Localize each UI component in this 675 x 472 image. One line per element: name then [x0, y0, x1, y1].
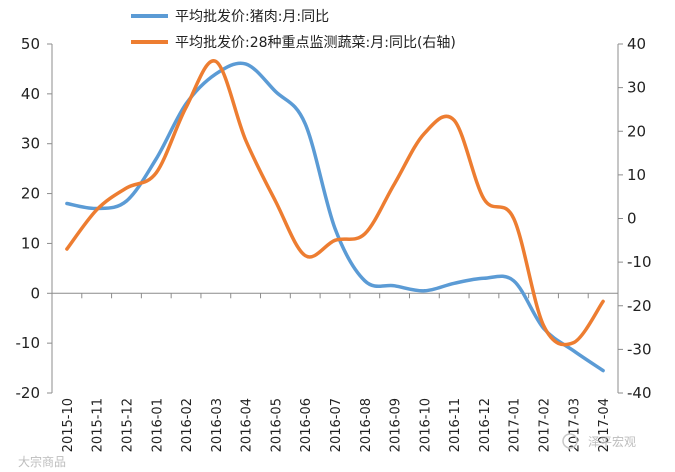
- x-tick-label-3: 2016-01: [150, 398, 165, 452]
- right-y-tick-label-8: 40: [627, 35, 646, 53]
- legend-label-1: 平均批发价:28种重点监测蔬菜:月:同比(右轴): [175, 35, 456, 51]
- x-tick-label-10: 2016-08: [359, 398, 374, 452]
- left-y-tick-label-2: 0: [30, 284, 40, 302]
- left-y-tick-label-3: 10: [21, 234, 40, 252]
- x-tick-label-18: 2017-04: [597, 398, 612, 452]
- x-tick-label-4: 2016-02: [180, 398, 195, 452]
- x-tick-label-13: 2016-11: [448, 398, 463, 452]
- x-tick-label-1: 2015-11: [91, 398, 106, 452]
- right-y-tick-label-6: 20: [627, 122, 646, 140]
- x-tick-label-7: 2016-05: [269, 398, 284, 452]
- right-y-tick-label-1: -30: [627, 340, 652, 358]
- x-tick-label-0: 2015-10: [61, 398, 76, 452]
- left-y-tick-label-7: 50: [21, 35, 40, 53]
- x-tick-label-16: 2017-02: [538, 398, 553, 452]
- x-tick-label-14: 2016-12: [478, 398, 493, 452]
- wechat-icon: [562, 433, 578, 449]
- x-tick-label-6: 2016-04: [240, 398, 255, 452]
- left-y-tick-label-1: -10: [16, 334, 41, 352]
- right-y-tick-label-3: -10: [627, 253, 652, 271]
- x-tick-label-17: 2017-03: [567, 398, 582, 452]
- left-y-tick-label-0: -20: [16, 384, 41, 402]
- right-y-tick-label-4: 0: [627, 210, 637, 228]
- series-line-0: [65, 61, 605, 373]
- x-tick-label-15: 2017-01: [508, 398, 523, 452]
- right-y-tick-label-5: 10: [627, 166, 646, 184]
- x-tick-label-2: 2015-12: [120, 398, 135, 452]
- left-y-tick-label-5: 30: [21, 135, 40, 153]
- watermark-right-text: 泽平宏观: [588, 434, 636, 449]
- right-y-tick-label-7: 30: [627, 79, 646, 97]
- left-y-tick-label-4: 20: [21, 185, 40, 203]
- right-y-tick-label-2: -20: [627, 297, 652, 315]
- series-line-1: [65, 59, 605, 347]
- legend-label-0: 平均批发价:猪肉:月:同比: [175, 9, 329, 25]
- x-tick-label-11: 2016-09: [389, 398, 404, 452]
- x-tick-label-12: 2016-10: [418, 398, 433, 452]
- x-tick-label-8: 2016-06: [299, 398, 314, 452]
- x-tick-label-9: 2016-07: [329, 398, 344, 452]
- x-tick-label-5: 2016-03: [210, 398, 225, 452]
- watermark-left-text: 大宗商品: [18, 454, 66, 469]
- left-y-tick-label-6: 40: [21, 85, 40, 103]
- right-y-tick-label-0: -40: [627, 384, 652, 402]
